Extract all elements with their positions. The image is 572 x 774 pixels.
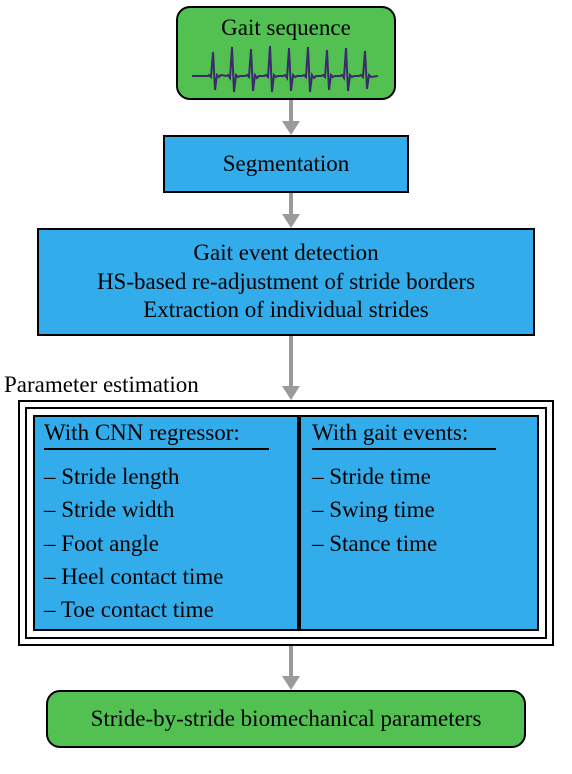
arrow-3 <box>282 336 300 400</box>
node-gait-event: Gait event detection HS-based re-adjustm… <box>37 228 535 336</box>
gait-event-line-2: HS-based re-adjustment of stride borders <box>97 268 475 297</box>
param-left-col: With CNN regressor: – Stride length – St… <box>44 420 289 627</box>
left-item-3: – Foot angle <box>44 527 289 560</box>
right-item-2: – Swing time <box>312 493 527 526</box>
param-vertical-separator <box>297 415 301 631</box>
arrow-4 <box>282 646 300 690</box>
node-output: Stride-by-stride biomechanical parameter… <box>46 690 526 748</box>
left-item-2: – Stride width <box>44 493 289 526</box>
param-right-col: With gait events: – Stride time – Swing … <box>312 420 527 560</box>
output-label: Stride-by-stride biomechanical parameter… <box>91 705 482 734</box>
segmentation-label: Segmentation <box>223 150 349 179</box>
gait-signal-icon <box>190 42 380 94</box>
param-estimation-title: Parameter estimation <box>4 372 199 398</box>
gait-event-line-1: Gait event detection <box>193 239 378 268</box>
gait-sequence-label: Gait sequence <box>221 14 351 43</box>
left-item-1: – Stride length <box>44 460 289 493</box>
arrow-2 <box>282 193 300 228</box>
left-item-4: – Heel contact time <box>44 560 289 593</box>
right-item-1: – Stride time <box>312 460 527 493</box>
gait-event-line-3: Extraction of individual strides <box>143 296 429 325</box>
left-col-rule <box>44 448 269 450</box>
right-item-3: – Stance time <box>312 527 527 560</box>
left-item-5: – Toe contact time <box>44 593 289 626</box>
right-col-rule <box>312 448 496 450</box>
diagram-canvas: Gait sequence Segmentation Gait event de… <box>0 0 572 774</box>
node-segmentation: Segmentation <box>163 135 409 193</box>
left-col-head: With CNN regressor: <box>44 420 240 446</box>
right-col-head: With gait events: <box>312 420 468 446</box>
arrow-1 <box>282 100 300 135</box>
